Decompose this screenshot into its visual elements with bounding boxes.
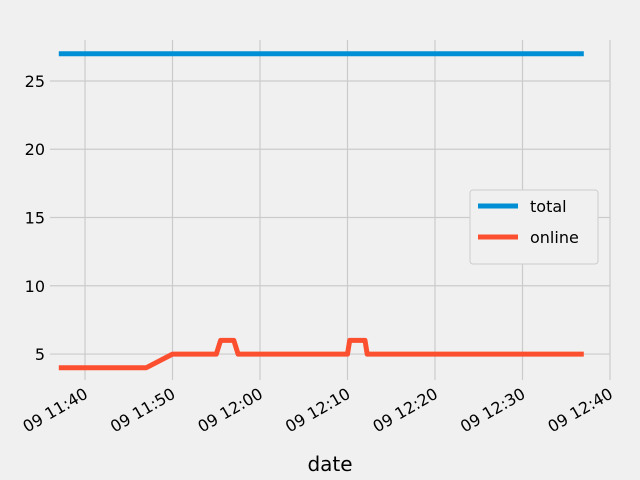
grid: [50, 40, 611, 380]
series-line-online: [58, 337, 584, 371]
x-tick-label: 09 12:30: [457, 384, 528, 436]
y-tick-label: 25: [25, 72, 45, 91]
x-tick-label: 09 12:10: [282, 384, 353, 436]
x-axis-ticks: 09 11:40 09 11:50 09 12:00 09 12:10 09 12:20…: [20, 384, 616, 436]
legend: total online: [469, 189, 599, 265]
y-tick-label: 20: [25, 140, 45, 159]
x-tick-label: 09 12:00: [195, 384, 266, 436]
series-lines: [58, 51, 584, 371]
y-axis-ticks: 5 10 15 20 25: [25, 72, 45, 364]
legend-label-online: online: [530, 228, 579, 247]
x-tick-label: 09 12:20: [370, 384, 441, 436]
x-tick-label: 09 11:40: [20, 384, 91, 436]
x-tick-label: 09 11:50: [107, 384, 178, 436]
x-tick-label: 09 12:40: [545, 384, 616, 436]
y-tick-label: 15: [25, 209, 45, 228]
x-axis-label: date: [307, 452, 352, 476]
legend-label-total: total: [530, 197, 567, 216]
y-tick-label: 5: [35, 345, 45, 364]
y-tick-label: 10: [25, 277, 45, 296]
